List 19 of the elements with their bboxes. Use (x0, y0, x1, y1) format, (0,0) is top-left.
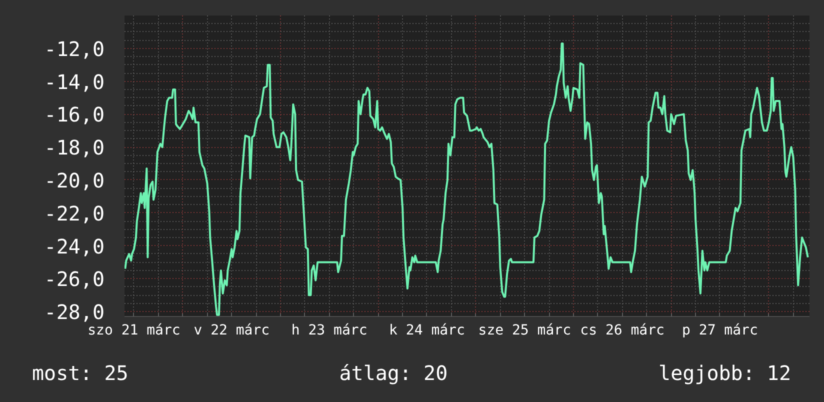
x-tick-label: h 23 márc (291, 322, 368, 338)
x-tick-label: k 24 márc (389, 322, 465, 338)
y-tick-label: -22,0 (44, 201, 105, 226)
y-tick-label: -16,0 (44, 102, 105, 127)
y-tick-label: -26,0 (44, 267, 105, 292)
text: most: 25 (32, 360, 128, 388)
x-tick-label: p 27 márc (682, 322, 758, 338)
x-tick-label: szo 21 márc (88, 322, 180, 338)
x-tick-label: sze 25 márc (478, 322, 572, 338)
y-tick-label: -20,0 (44, 168, 105, 192)
text: átlag: 20 (339, 360, 448, 388)
y-tick-label: -28,0 (44, 300, 105, 324)
y-tick-label: -14,0 (44, 70, 105, 94)
y-tick-label: -24,0 (44, 234, 105, 258)
x-tick-label: cs 26 márc (580, 322, 664, 338)
y-tick-label: -12,0 (44, 36, 105, 61)
x-tick-label: v 22 márc (194, 322, 270, 338)
y-tick-label: -18,0 (44, 136, 105, 160)
text: legjobb: 12 (658, 360, 791, 388)
